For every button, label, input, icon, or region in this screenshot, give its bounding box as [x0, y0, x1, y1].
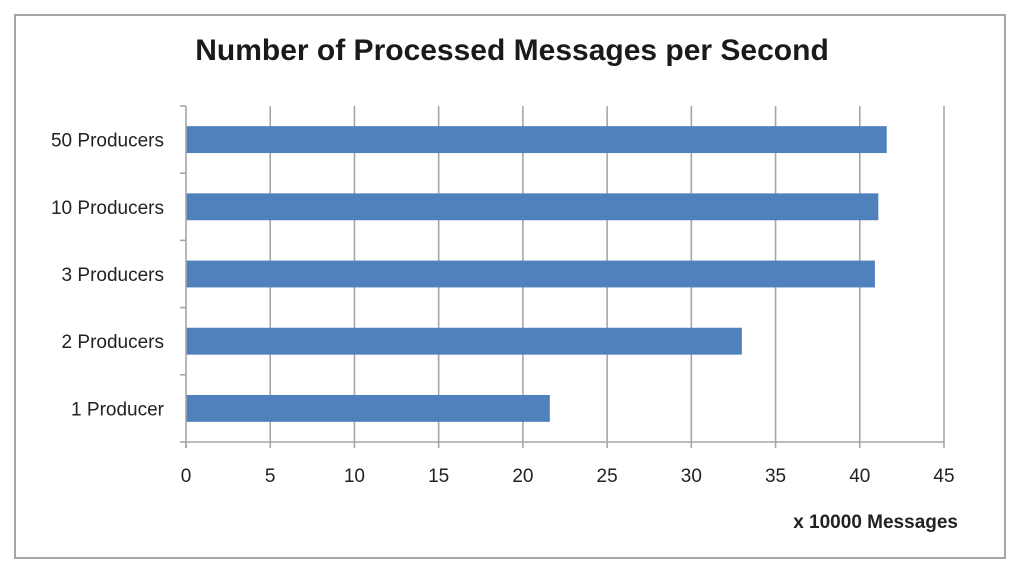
x-tick-label: 40 [849, 466, 870, 487]
axes [180, 105, 945, 448]
x-tick-label: 5 [265, 466, 276, 487]
bars [186, 126, 887, 422]
bar [186, 260, 875, 288]
bar [186, 193, 879, 221]
x-tick-label: 25 [597, 466, 618, 487]
y-tick-label: 10 Producers [51, 198, 164, 219]
x-tick-label: 0 [181, 466, 192, 487]
x-tick-label: 20 [512, 466, 533, 487]
y-tick-label: 3 Producers [62, 265, 164, 286]
chart-title: Number of Processed Messages per Second [195, 34, 829, 67]
y-tick-label: 1 Producer [71, 399, 165, 420]
x-tick-label: 30 [681, 466, 702, 487]
y-tick-label: 2 Producers [62, 332, 164, 353]
x-tick-label: 10 [344, 466, 365, 487]
x-tick-label: 15 [428, 466, 449, 487]
y-tick-label: 50 Producers [51, 131, 164, 152]
bar [186, 394, 550, 422]
x-tick-label: 35 [765, 466, 786, 487]
bar [186, 327, 742, 355]
bar [186, 126, 887, 154]
x-tick-label: 45 [933, 466, 954, 487]
x-tick-labels: 0 5 10 15 20 25 30 35 40 45 [181, 466, 955, 487]
x-axis-title: x 10000 Messages [793, 512, 958, 533]
y-tick-labels: 50 Producers 10 Producers 3 Producers 2 Pro… [51, 131, 165, 421]
